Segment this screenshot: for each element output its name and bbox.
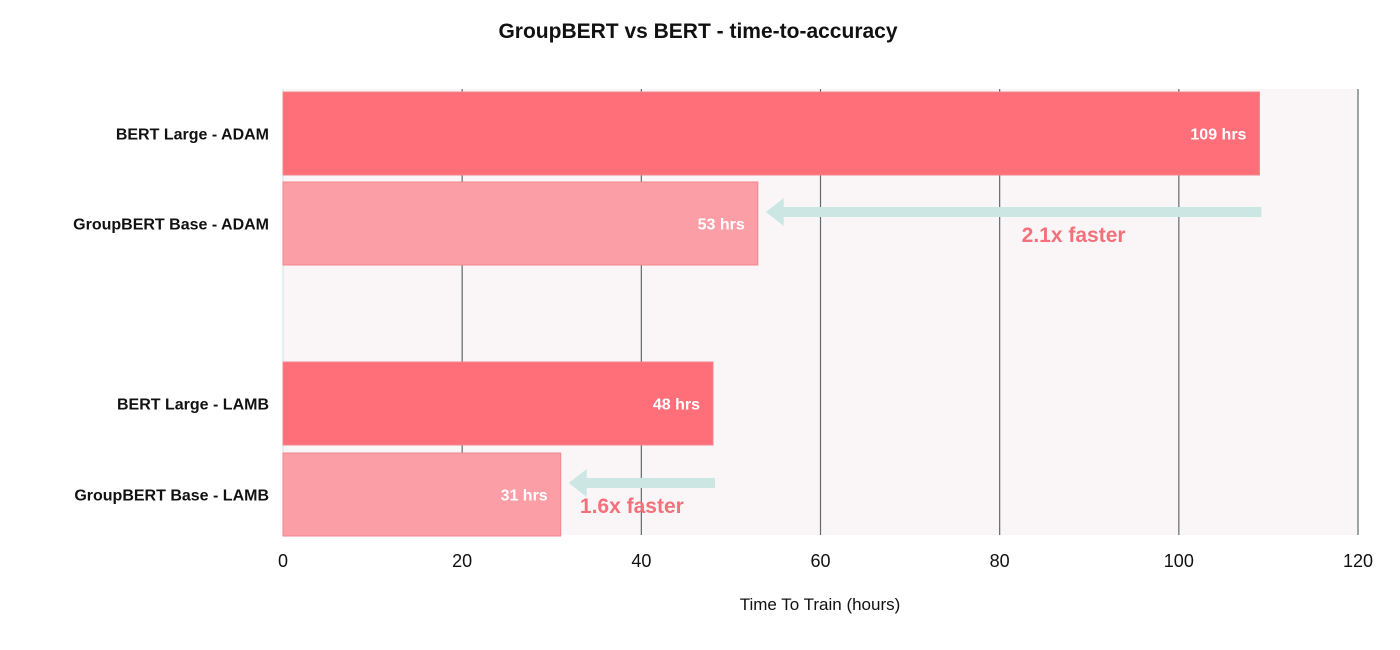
arrow-head <box>568 469 587 497</box>
x-tick-label: 100 <box>1164 551 1194 571</box>
x-tick-label: 120 <box>1343 551 1373 571</box>
bar <box>282 91 1260 176</box>
bar <box>282 452 562 537</box>
arrow-head <box>765 198 784 226</box>
data-label: 109 hrs <box>1190 127 1246 144</box>
x-tick-label: 60 <box>810 551 830 571</box>
speedup-label: 1.6x faster <box>580 495 684 518</box>
data-label: 31 hrs <box>501 488 548 505</box>
x-tick-label: 20 <box>452 551 472 571</box>
category-label: GroupBERT Base - ADAM <box>73 217 269 234</box>
bar <box>282 361 714 446</box>
data-label: 53 hrs <box>698 217 745 234</box>
bars: 109 hrs 53 hrs 48 hrs 31 hrs <box>282 91 1260 537</box>
category-label: BERT Large - LAMB <box>117 397 269 414</box>
data-label: 48 hrs <box>653 397 700 414</box>
x-tick-label: 40 <box>631 551 651 571</box>
category-label: GroupBERT Base - LAMB <box>74 488 269 505</box>
chart-title: GroupBERT vs BERT - time-to-accuracy <box>498 20 897 43</box>
category-labels: BERT Large - ADAM GroupBERT Base - ADAM BE… <box>73 127 269 505</box>
speedup-label: 2.1x faster <box>1022 224 1126 247</box>
bar <box>282 181 759 266</box>
x-axis-ticks: 0 20 40 60 80 100 120 <box>278 551 1373 571</box>
category-label: BERT Large - ADAM <box>116 127 269 144</box>
x-tick-label: 0 <box>278 551 288 571</box>
x-tick-label: 80 <box>990 551 1010 571</box>
annotations: 2.1x faster 1.6x faster <box>568 198 1262 518</box>
x-axis-label: Time To Train (hours) <box>740 595 901 614</box>
